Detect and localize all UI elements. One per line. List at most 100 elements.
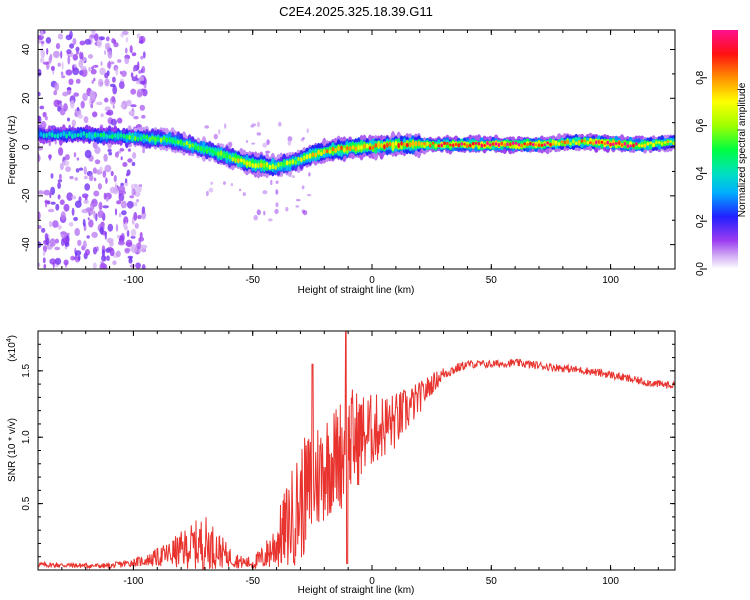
- snr-x-label: Height of straight line (km): [298, 585, 415, 596]
- spectrogram-speckle: [256, 209, 261, 216]
- snr-y-ticks: 0.5 1.0 1.5: [21, 343, 675, 558]
- spectrogram-speckle: [105, 111, 112, 116]
- spectrogram-ridge-cell: [331, 146, 335, 152]
- spectrogram-speckle: [100, 113, 104, 118]
- spectrogram-ridge-cell: [617, 141, 621, 145]
- spectrogram-ridge-cell: [68, 130, 71, 137]
- spectrogram-marks: [38, 30, 675, 269]
- spectrogram-speckle: [78, 59, 84, 68]
- spectrogram-ridge-cell: [388, 141, 392, 147]
- spectrogram-ridge-cell: [39, 131, 43, 137]
- spectrogram-ridge-cell: [65, 133, 68, 139]
- spectrogram-ridge-cell: [580, 139, 584, 143]
- spectrogram-frame: [37, 29, 676, 270]
- spectrogram-speckle: [80, 68, 88, 77]
- spectrogram-speckle: [68, 78, 74, 86]
- spectrogram-speckle: [274, 208, 279, 215]
- spectrogram-ridge-cell: [202, 147, 206, 153]
- spectrogram-ridge-cell: [537, 143, 541, 148]
- spectrogram-speckle: [67, 117, 70, 122]
- spectrogram-speckle: [38, 147, 43, 151]
- spectrogram-speckle: [57, 179, 63, 183]
- spectrogram-speckle: [275, 202, 279, 208]
- spectrogram-speckle: [64, 241, 70, 247]
- spectrogram-speckle: [55, 238, 59, 244]
- spectrogram-speckle: [131, 187, 134, 196]
- spectrogram-speckle: [42, 250, 46, 256]
- spectrogram-ridge-cell: [222, 153, 226, 159]
- spectrogram-speckle: [121, 210, 127, 216]
- spectrogram-speckle: [53, 99, 60, 108]
- spectrogram-speckle: [140, 244, 146, 253]
- snr-multiplier: (x104): [6, 335, 18, 362]
- spectrogram-ridge-cell: [440, 143, 444, 148]
- spectrogram-speckle: [257, 121, 260, 128]
- spectrogram-ridge-cell: [145, 134, 149, 139]
- spectrogram-ridge-cell: [88, 132, 91, 137]
- spectrogram-ridge-cell: [285, 160, 289, 166]
- spectrogram-speckle: [130, 244, 138, 254]
- spectrogram-speckle: [80, 100, 85, 109]
- spectrogram-speckle: [43, 264, 47, 269]
- spectrogram-speckle: [120, 182, 124, 187]
- spectrogram-speckle: [120, 156, 123, 161]
- spectrogram-speckle: [109, 247, 115, 257]
- spectrogram-ridge-cell: [102, 132, 106, 138]
- spectrogram-speckle: [50, 201, 56, 205]
- spectrogram-speckle: [40, 30, 44, 37]
- spectrogram-speckle: [113, 42, 119, 48]
- spectrogram-ridge-cell: [431, 141, 435, 145]
- spectrogram-ridge-cell: [417, 140, 421, 147]
- spectrogram-speckle: [123, 181, 129, 187]
- spectrogram-ridge-cell: [42, 132, 45, 139]
- spectrogram-ridge-cell: [383, 144, 386, 150]
- spectrogram-speckle: [93, 177, 97, 182]
- spectrogram-speckle: [251, 142, 256, 145]
- spectrogram-speckle: [91, 66, 94, 70]
- spectrogram-speckle: [135, 201, 138, 207]
- spectrogram-ridge-cell: [483, 144, 486, 147]
- spectrogram-speckle: [71, 195, 77, 200]
- y-tick-label: 1.0: [21, 430, 32, 444]
- spectrogram-speckle: [136, 33, 141, 39]
- snr-y-label: SNR (10 * v/v): [7, 418, 18, 482]
- spectrogram-speckle: [104, 72, 109, 79]
- spectrogram-speckle: [60, 231, 67, 239]
- spectrogram-speckle: [131, 161, 136, 167]
- spectrogram-speckle: [83, 199, 89, 204]
- spectrogram-speckle: [104, 78, 110, 87]
- colorbar-tick-label: 0.2: [695, 214, 706, 228]
- spectrogram-ridge-cell: [526, 143, 529, 147]
- spectrogram-ridge-cell: [623, 142, 627, 146]
- spectrogram-speckle: [54, 246, 61, 251]
- spectrogram-ridge-cell: [368, 146, 372, 151]
- spectrogram-speckle: [50, 65, 55, 71]
- spectrogram-speckle: [40, 121, 47, 130]
- spectrogram-speckle: [76, 157, 80, 161]
- spectrogram-speckle: [127, 148, 131, 152]
- spectrogram-speckle: [73, 216, 78, 222]
- spectrogram-speckle: [50, 186, 56, 196]
- spectrogram-ridge-cell: [474, 141, 478, 145]
- spectrogram-ridge-cell: [411, 140, 415, 147]
- spectrogram-ridge-cell: [268, 164, 272, 170]
- spectrogram-ridge-cell: [446, 141, 449, 146]
- spectrogram-speckle: [118, 212, 122, 218]
- spectrogram-speckle: [139, 104, 145, 111]
- spectrogram-speckle: [110, 170, 114, 177]
- spectrogram-ridge-cell: [294, 160, 298, 165]
- multiplier-exponent: 4: [6, 338, 13, 342]
- spectrogram-ridge-cell: [53, 133, 57, 139]
- spectrogram-ridge-cell: [277, 162, 280, 168]
- spectrogram-speckle: [45, 37, 52, 44]
- spectrogram-speckle: [72, 64, 75, 72]
- spectrogram-speckle: [74, 200, 82, 208]
- spectrogram-speckle: [73, 152, 77, 158]
- spectrogram-ridge-cell: [291, 159, 295, 165]
- spectrogram-ridge-cell: [454, 142, 458, 147]
- spectrogram-speckle: [40, 40, 45, 45]
- spectrogram-ridge-cell: [652, 143, 655, 148]
- spectrogram-ridge-cell: [62, 130, 66, 137]
- spectrogram-ridge-cell: [643, 143, 647, 148]
- spectrogram-ridge-cell: [231, 156, 234, 162]
